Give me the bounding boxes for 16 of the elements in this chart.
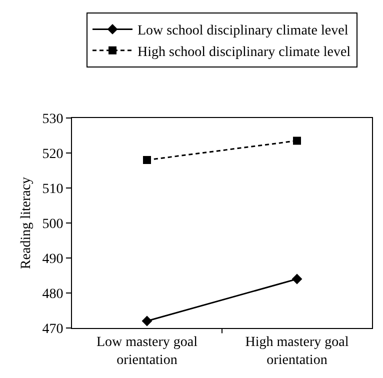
point <box>143 156 151 164</box>
legend-label: High school disciplinary climate level <box>138 44 351 60</box>
y-tick-label: 500 <box>42 216 64 232</box>
y-axis-title: Reading literacy <box>18 176 34 270</box>
x-tick-label: High mastery goal orientation <box>245 334 349 368</box>
legend-label: Low school disciplinary climate level <box>138 24 348 39</box>
y-tick-label: 510 <box>42 182 64 197</box>
point <box>292 274 302 284</box>
y-tick-label: 520 <box>42 146 64 162</box>
point <box>142 316 152 326</box>
y-tick-label: 530 <box>42 112 64 127</box>
y-tick-label: 490 <box>42 252 64 267</box>
x-tick-label: Low mastery goal orientation <box>96 334 198 368</box>
y-tick-label: 480 <box>42 286 64 302</box>
y-tick-label: 470 <box>42 322 64 337</box>
point <box>293 136 301 145</box>
